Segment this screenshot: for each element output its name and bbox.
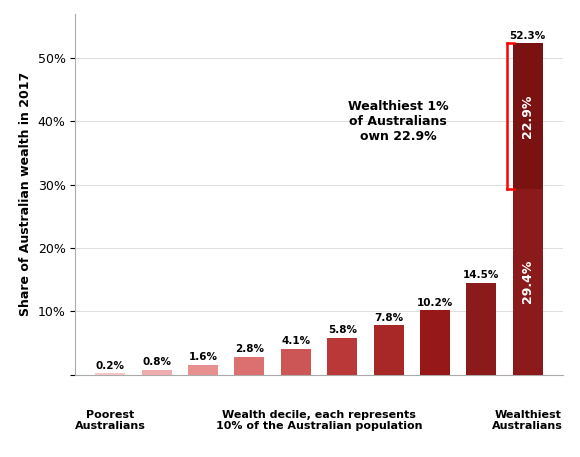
Text: 5.8%: 5.8% (328, 325, 357, 335)
Text: Wealthiest 1%
of Australians
own 22.9%: Wealthiest 1% of Australians own 22.9% (347, 100, 448, 143)
Text: 0.2%: 0.2% (96, 361, 125, 371)
Y-axis label: Share of Australian wealth in 2017: Share of Australian wealth in 2017 (19, 72, 32, 316)
Text: Poorest
Australians: Poorest Australians (75, 409, 146, 431)
Bar (513, 189, 543, 375)
Text: 0.8%: 0.8% (142, 357, 171, 367)
Bar (188, 365, 218, 375)
Text: Wealthiest
Australians: Wealthiest Australians (492, 409, 563, 431)
Text: 29.4%: 29.4% (521, 260, 534, 303)
Text: 22.9%: 22.9% (521, 94, 534, 138)
Text: 14.5%: 14.5% (463, 271, 499, 280)
Bar (466, 283, 496, 375)
Text: 1.6%: 1.6% (188, 352, 218, 362)
Bar (513, 43, 543, 189)
Bar (374, 325, 404, 375)
Bar (142, 370, 172, 375)
Bar (420, 310, 450, 375)
Bar (95, 373, 125, 375)
Text: 10.2%: 10.2% (417, 298, 453, 308)
Text: 4.1%: 4.1% (281, 336, 310, 346)
Text: Wealth decile, each represents
10% of the Australian population: Wealth decile, each represents 10% of th… (216, 409, 422, 431)
Bar (327, 338, 357, 375)
Text: 7.8%: 7.8% (374, 313, 403, 323)
Bar (234, 357, 264, 375)
Text: 52.3%: 52.3% (510, 31, 546, 41)
Text: 2.8%: 2.8% (235, 345, 264, 355)
Bar (281, 349, 311, 375)
